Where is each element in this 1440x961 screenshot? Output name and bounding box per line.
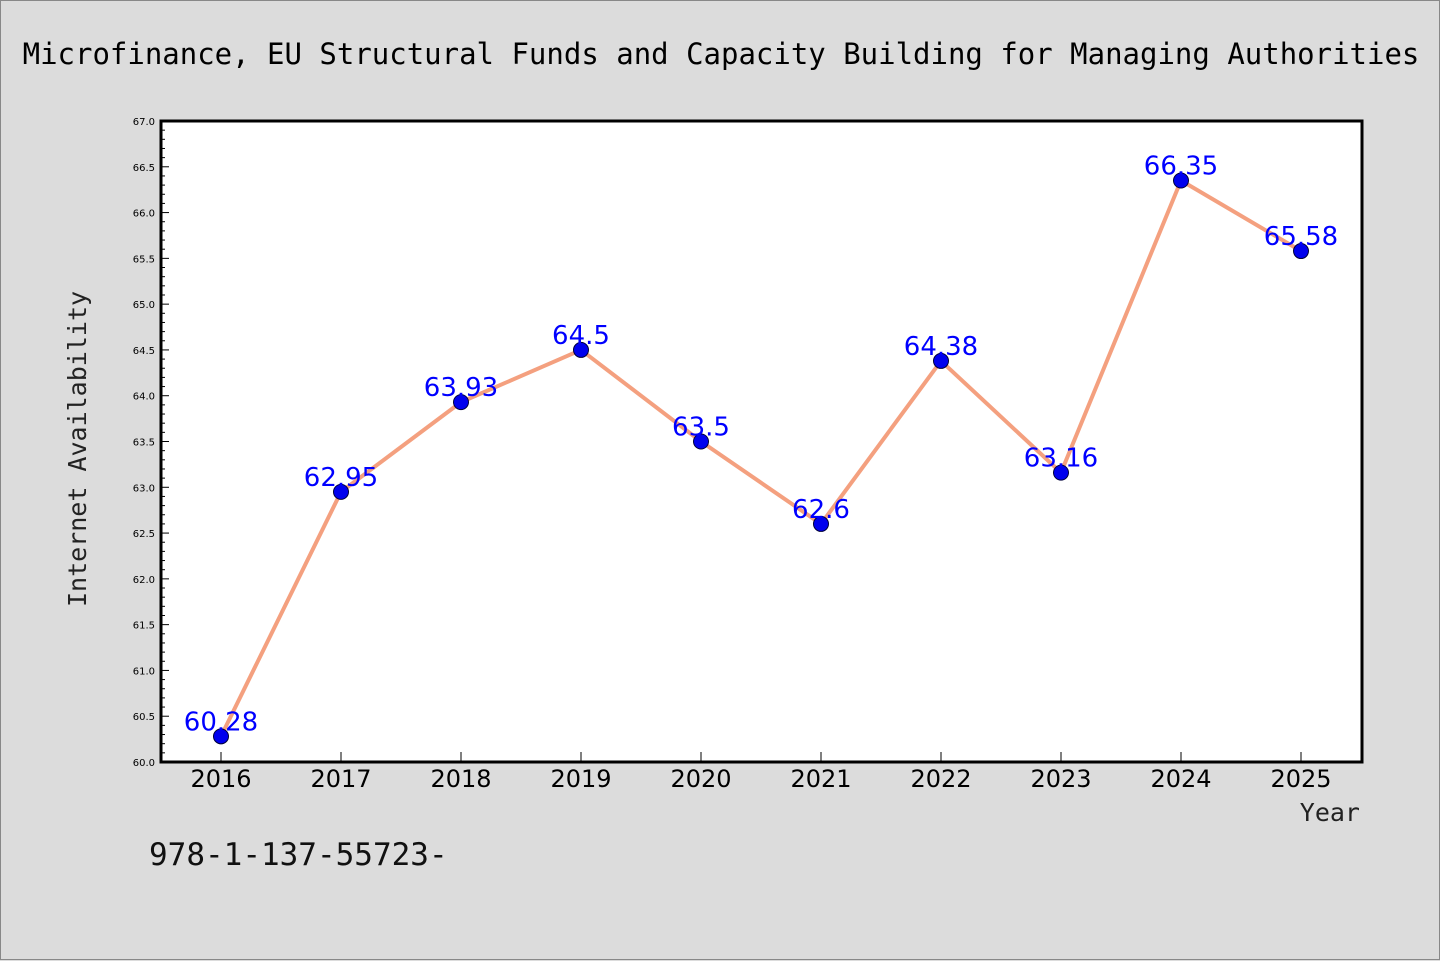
x-tick-label: 2017	[310, 765, 371, 793]
data-point	[333, 483, 349, 500]
y-axis-label: Internet Availability	[63, 291, 92, 607]
y-tick-label: 60.5	[133, 712, 155, 723]
x-axis-label: Year	[1300, 798, 1360, 827]
y-axis: 60.0 60.5 61.0 61.5 62.0 62.5 63.0 63.5 64.0 64.5…	[133, 117, 169, 769]
series-line	[219, 178, 1303, 738]
data-point	[813, 515, 829, 532]
x-axis: 2016 2017 2018 2019 2020 2021 2022 2023 2024 2025	[190, 752, 1332, 793]
markers-group	[213, 172, 1309, 745]
footer-code: 978-1-137-55723-	[149, 837, 448, 873]
data-point	[1053, 464, 1069, 481]
data-label: 63.16	[1024, 444, 1098, 474]
y-tick-label: 64.0	[133, 392, 155, 403]
data-point	[1173, 172, 1189, 189]
y-tick-label: 64.5	[133, 346, 155, 357]
y-tick-label: 61.5	[133, 621, 155, 632]
x-tick-label: 2024	[1150, 765, 1211, 793]
y-tick-label: 62.0	[133, 575, 155, 586]
y-tick-label: 66.0	[133, 209, 155, 220]
x-tick-label: 2020	[670, 765, 731, 793]
data-label: 63.93	[424, 373, 498, 403]
data-point	[453, 394, 469, 411]
x-tick-label: 2025	[1270, 765, 1331, 793]
data-point	[573, 341, 589, 358]
data-label: 66.35	[1144, 152, 1218, 182]
y-tick-label: 67.0	[133, 117, 155, 128]
data-labels-group: 60.28 62.95 63.93 64.5 63.5 62.6 64.38 63.16 66.…	[184, 152, 1338, 738]
y-tick-label: 63.0	[133, 483, 155, 494]
y-tick-label: 61.0	[133, 666, 155, 677]
data-label: 64.38	[904, 332, 978, 362]
data-label: 64.5	[552, 321, 610, 351]
x-tick-label: 2021	[790, 765, 851, 793]
x-tick-label: 2016	[190, 765, 251, 793]
data-label: 62.95	[304, 463, 378, 493]
x-tick-label: 2019	[550, 765, 611, 793]
data-label: 62.6	[792, 495, 850, 525]
y-tick-label: 66.5	[133, 163, 155, 174]
data-label: 65.58	[1264, 222, 1338, 252]
y-tick-label: 63.5	[133, 438, 155, 449]
y-tick-label: 62.5	[133, 529, 155, 540]
y-tick-label: 65.5	[133, 254, 155, 265]
x-tick-label: 2018	[430, 765, 491, 793]
data-label: 60.28	[184, 707, 258, 737]
x-tick-label: 2022	[910, 765, 971, 793]
y-tick-label: 60.0	[133, 758, 155, 769]
series-line-group	[219, 178, 1303, 738]
data-point	[693, 433, 709, 450]
data-point	[213, 728, 229, 745]
data-point	[933, 352, 949, 369]
data-label: 63.5	[672, 413, 730, 443]
y-tick-label: 65.0	[133, 300, 155, 311]
x-tick-label: 2023	[1030, 765, 1091, 793]
data-point	[1293, 243, 1309, 260]
chart-title: Microfinance, EU Structural Funds and Ca…	[23, 37, 1420, 71]
plot-area	[159, 119, 1364, 764]
